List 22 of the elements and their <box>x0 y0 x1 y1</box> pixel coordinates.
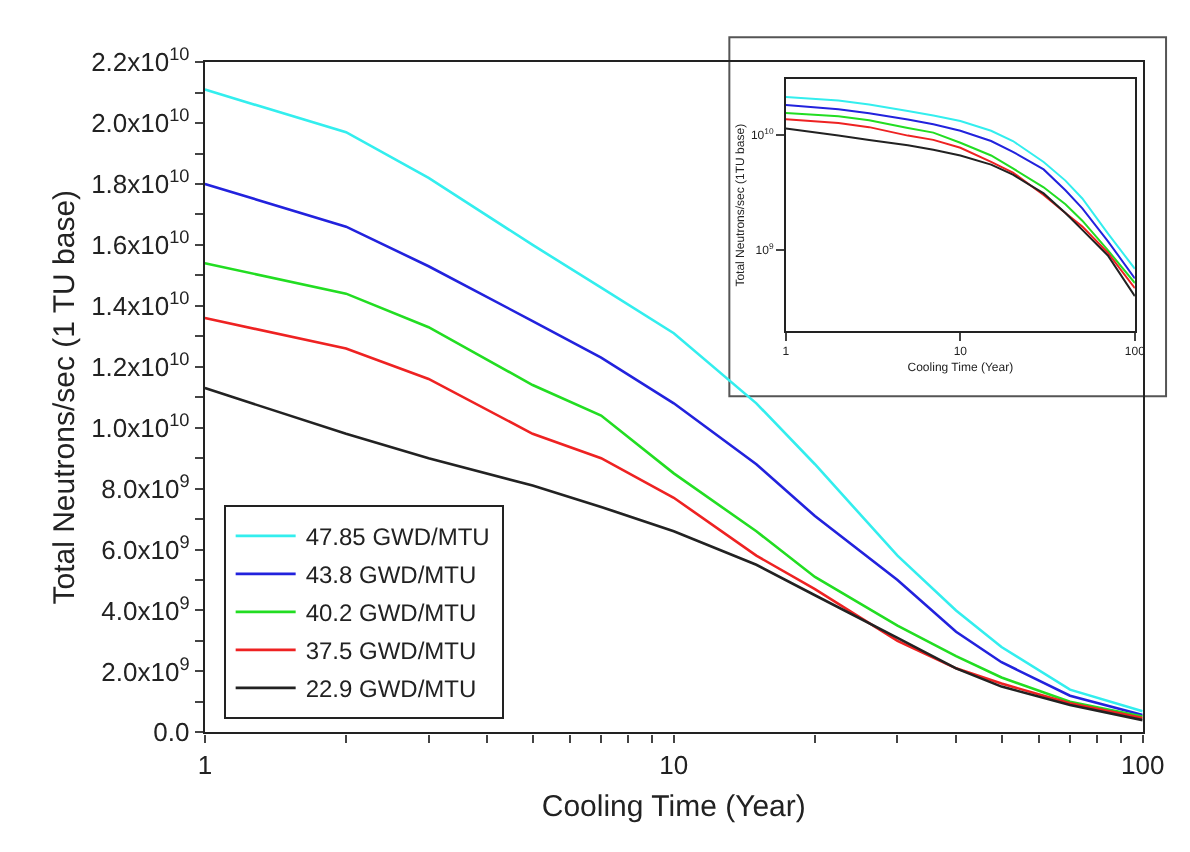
legend-label: 47.85 GWD/MTU <box>305 523 490 552</box>
y-tick-label: 1.8x10$^{10}$ <box>91 166 190 200</box>
legend-label: 22.9 GWD/MTU <box>305 675 477 704</box>
y-tick-label: 8.0x10$^{9}$ <box>101 470 190 504</box>
y-tick-label: 6.0x10$^{9}$ <box>101 531 190 565</box>
y-tick-label: 1.4x10$^{10}$ <box>91 288 190 321</box>
y-tick-label: 2.0x10$^{10}$ <box>91 105 190 139</box>
y-tick-label: 1.0x10$^{10}$ <box>91 409 190 443</box>
legend-label: 43.8 GWD/MTU <box>305 561 477 590</box>
y-tick-label: 2.2x10$^{10}$ <box>91 44 190 78</box>
y-tick-label: 4.0x10$^{9}$ <box>101 592 190 626</box>
y-axis-title: Total Neutrons/sec (1 TU base) <box>47 189 82 605</box>
x-axis-title: Cooling Time (Year) <box>541 789 806 824</box>
x-tick-label: 100 <box>1120 749 1165 780</box>
y-tick-label: 1.6x10$^{10}$ <box>91 227 190 261</box>
y-tick-label: 1.2x10$^{10}$ <box>91 348 190 382</box>
y-tick-label: 2.0x10$^{9}$ <box>101 653 190 687</box>
legend-label: 40.2 GWD/MTU <box>305 599 477 628</box>
legend-label: 37.5 GWD/MTU <box>305 637 477 666</box>
y-tick-label: 0.0 <box>153 717 190 748</box>
x-tick-label: 10 <box>659 749 689 780</box>
x-tick-label: 1 <box>197 749 213 780</box>
